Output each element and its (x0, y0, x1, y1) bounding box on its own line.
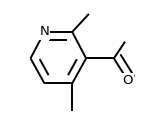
Text: O: O (123, 74, 133, 87)
Text: N: N (40, 25, 49, 38)
